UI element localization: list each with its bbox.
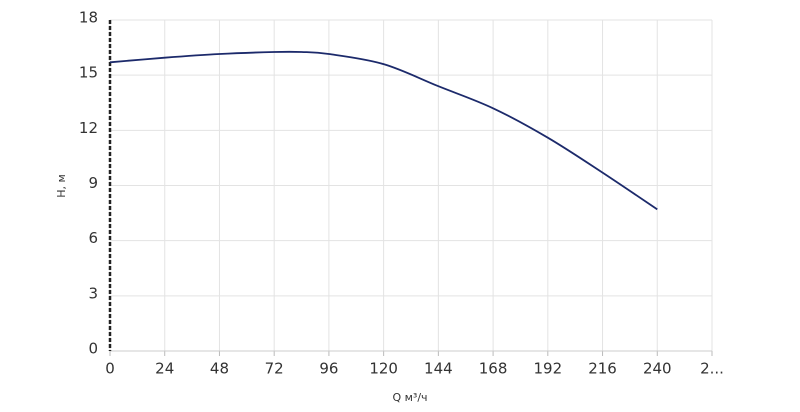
x-axis-label: Q м³/ч [392, 391, 427, 404]
x-tick-label: 2... [700, 360, 724, 378]
x-tick-label: 0 [105, 360, 115, 378]
x-tick-label: 120 [369, 360, 398, 378]
curve [109, 50, 658, 211]
y-tick-label: 12 [79, 119, 98, 137]
y-axis-label: Н, м [55, 174, 68, 198]
x-tick-label: 216 [588, 360, 617, 378]
x-tick-label: 24 [155, 360, 174, 378]
x-tick-label: 48 [210, 360, 229, 378]
y-tick-label: 0 [88, 340, 98, 358]
x-tick-label: 144 [424, 360, 453, 378]
x-tick-label: 240 [643, 360, 672, 378]
y-tick-label: 3 [88, 284, 98, 302]
y-tick-label: 9 [88, 174, 98, 192]
y-tick-label: 18 [79, 9, 98, 27]
x-tick-label: 72 [265, 360, 284, 378]
x-tick-label: 168 [479, 360, 508, 378]
x-tick-label: 96 [319, 360, 338, 378]
y-tick-label: 6 [88, 229, 98, 247]
y-tick-label: 15 [79, 64, 98, 82]
x-tick-label: 192 [533, 360, 562, 378]
